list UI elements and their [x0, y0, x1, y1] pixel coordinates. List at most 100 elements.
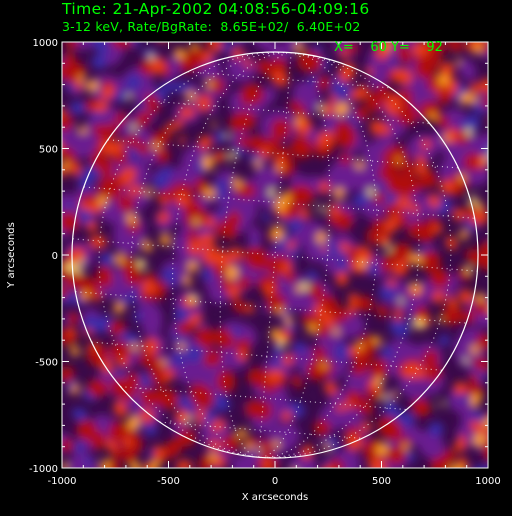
emission-blob	[139, 387, 158, 407]
y-tick-label: 500	[39, 145, 58, 156]
emission-blob	[355, 160, 364, 169]
emission-blob	[316, 75, 331, 91]
emission-blob	[244, 58, 252, 68]
emission-blob	[93, 292, 103, 302]
emission-blob	[286, 240, 296, 251]
emission-blob	[216, 369, 236, 394]
emission-blob	[79, 202, 90, 211]
emission-blob	[101, 459, 111, 468]
emission-blob	[434, 85, 442, 96]
emission-blob	[418, 170, 438, 188]
emission-blob	[275, 308, 282, 315]
emission-blob	[97, 196, 108, 206]
emission-blob	[419, 249, 441, 272]
longitude-line	[219, 52, 290, 458]
emission-blob	[74, 80, 84, 90]
cursor-coordinate-readout: X= 60 Y= 92	[334, 40, 443, 55]
emission-blob	[278, 339, 286, 347]
emission-blob	[405, 451, 416, 463]
emission-blob	[152, 173, 168, 190]
emission-blob	[275, 165, 284, 171]
emission-blob	[271, 71, 289, 87]
emission-blob	[187, 240, 203, 256]
emission-blob	[185, 91, 196, 100]
emission-blob	[196, 408, 206, 420]
emission-blob	[334, 187, 344, 200]
emission-blob	[396, 106, 418, 126]
emission-blob	[111, 42, 133, 49]
emission-blob	[163, 368, 175, 382]
emission-blob	[196, 94, 212, 112]
emission-blob	[434, 114, 450, 128]
emission-blob	[458, 434, 466, 445]
emission-blob	[130, 462, 142, 468]
emission-blob	[224, 133, 229, 138]
emission-blob	[210, 419, 226, 432]
emission-blob	[198, 135, 213, 150]
emission-blob	[272, 343, 282, 354]
emission-blob	[272, 155, 286, 167]
emission-blob	[445, 77, 458, 94]
x-tick-label: 500	[372, 476, 391, 487]
emission-blob	[410, 253, 423, 266]
emission-blob	[62, 112, 74, 132]
emission-blob	[195, 418, 204, 427]
emission-blob	[68, 161, 81, 176]
y-tick-label: 0	[52, 251, 58, 262]
emission-blob	[209, 452, 217, 462]
y-tick-label: 1000	[33, 38, 58, 49]
emission-blob	[384, 218, 397, 233]
emission-blob	[189, 295, 197, 303]
y-tick-label: -1000	[29, 464, 58, 475]
emission-blob	[403, 164, 416, 184]
emission-blob	[65, 263, 77, 272]
emission-blob	[235, 338, 251, 355]
emission-blob	[136, 110, 151, 128]
emission-blob	[150, 57, 166, 75]
emission-blob	[438, 74, 449, 86]
emission-blob	[296, 284, 302, 293]
emission-blob	[411, 398, 431, 417]
emission-blob	[199, 232, 216, 246]
emission-blob	[202, 350, 222, 367]
emission-blob	[320, 245, 329, 253]
emission-blob	[476, 203, 481, 210]
emission-blob	[468, 373, 480, 384]
emission-blob	[87, 379, 108, 398]
emission-blob	[258, 439, 274, 455]
emission-blob	[237, 136, 251, 149]
emission-blob	[423, 349, 438, 365]
emission-blob	[140, 408, 154, 423]
emission-blob	[463, 155, 479, 170]
emission-blob	[126, 94, 131, 99]
emission-blob	[131, 343, 140, 351]
emission-texture	[62, 42, 488, 468]
emission-blob	[193, 219, 199, 224]
emission-blob	[429, 268, 450, 288]
emission-blob	[256, 59, 271, 74]
emission-blob	[352, 193, 368, 208]
emission-blob	[200, 268, 217, 281]
solar-limb	[71, 51, 479, 459]
emission-blob	[312, 346, 326, 360]
emission-blob	[281, 354, 294, 366]
emission-blob	[241, 95, 254, 106]
emission-blob	[253, 159, 262, 168]
emission-blob	[74, 383, 80, 392]
emission-blob	[466, 127, 472, 136]
emission-blob	[77, 74, 85, 82]
emission-blob	[184, 345, 206, 363]
emission-blob	[261, 213, 271, 222]
emission-blob	[227, 284, 241, 299]
emission-blob	[383, 42, 393, 49]
emission-blob	[91, 54, 107, 70]
emission-blob	[189, 383, 214, 409]
emission-blob	[126, 214, 138, 223]
emission-blob	[153, 445, 165, 460]
emission-blob	[439, 179, 456, 195]
emission-blob	[271, 225, 284, 241]
emission-blob	[319, 181, 330, 194]
emission-blob	[165, 122, 175, 133]
x-tick-label: 1000	[475, 476, 500, 487]
